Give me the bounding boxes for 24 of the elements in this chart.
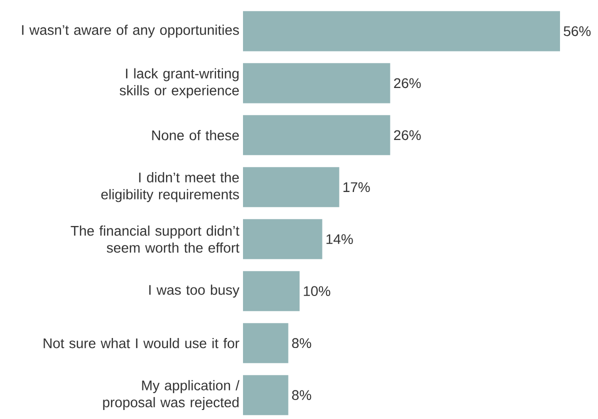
bar [243, 271, 300, 312]
data-label: 26% [394, 130, 421, 140]
bar [243, 323, 288, 364]
y-tick-label: I lack grant-writing skills or experience [120, 68, 239, 98]
data-label: 14% [326, 234, 353, 244]
y-tick-label: Not sure what I would use it for [44, 338, 240, 348]
data-label: 8% [292, 338, 312, 348]
y-tick-label: I didn’t meet the eligibility requirements [101, 172, 239, 202]
y-tick-label: None of these [152, 130, 239, 140]
bar [243, 63, 390, 104]
data-label: 10% [304, 286, 330, 296]
data-label: 17% [343, 182, 370, 192]
bar [243, 11, 560, 52]
data-label: 8% [292, 390, 312, 400]
data-label: 56% [564, 26, 591, 36]
y-tick-label: I wasn’t aware of any opportunities [22, 24, 239, 38]
bar [243, 167, 340, 208]
bar [243, 115, 390, 156]
data-label: 26% [394, 78, 421, 88]
bar [243, 219, 322, 260]
y-tick-label: The financial support didn’t seem worth the effort [70, 226, 240, 253]
bar [243, 375, 288, 416]
y-tick-label: My application / proposal was rejected [103, 380, 240, 410]
y-tick-label: I was too busy [149, 284, 240, 298]
